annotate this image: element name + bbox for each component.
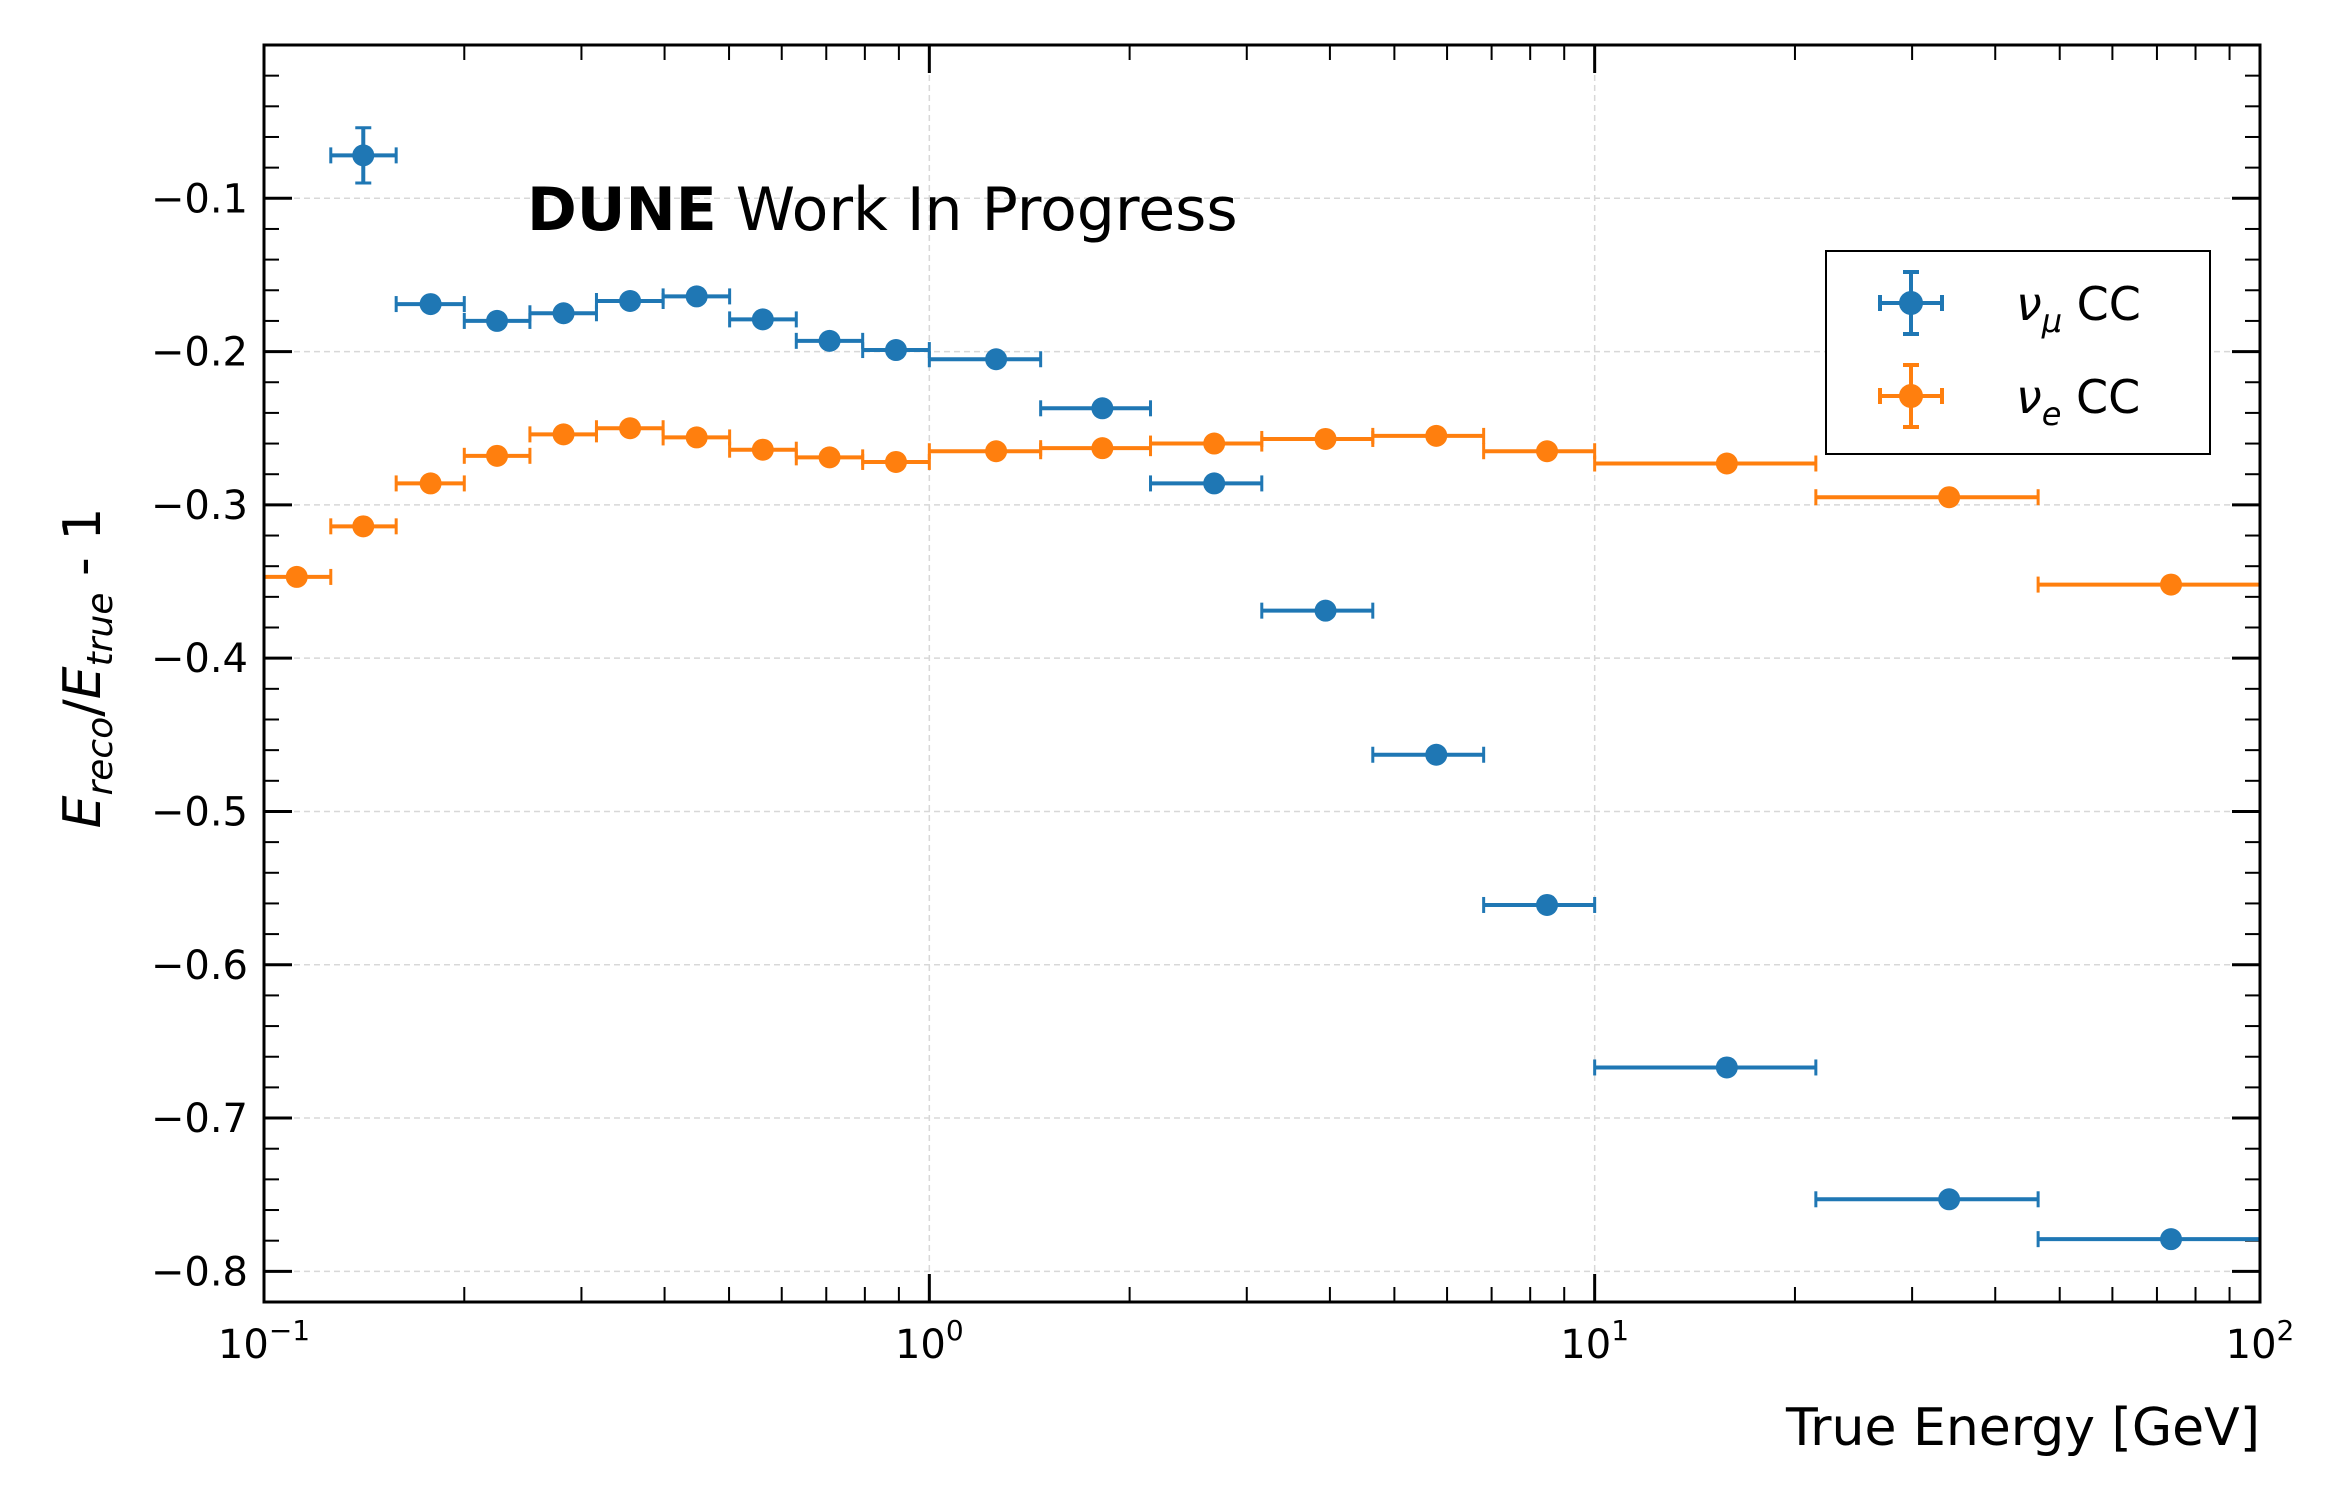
data-point bbox=[419, 293, 442, 316]
data-point bbox=[619, 289, 642, 312]
data-point bbox=[685, 285, 708, 308]
x-tick-label: 10−1 bbox=[218, 1314, 310, 1368]
legend-nue-sub: e bbox=[2042, 395, 2062, 433]
y-tick-label: −0.4 bbox=[151, 636, 248, 682]
y-axis-label: Ereco/Etrue - 1 bbox=[53, 508, 121, 829]
x-tick-label: 100 bbox=[895, 1314, 964, 1368]
legend-nue-label: νe CC bbox=[2016, 370, 2140, 433]
data-point bbox=[1715, 1056, 1738, 1079]
data-point bbox=[884, 450, 907, 473]
y-axis-label-e: E bbox=[53, 795, 113, 828]
data-point bbox=[818, 329, 841, 352]
ticks-layer: −0.1 −0.2 −0.3 −0.4 −0.5 −0.6 −0.7 −0.8 10−1 100 1… bbox=[151, 45, 2295, 1368]
data-point bbox=[2160, 573, 2183, 596]
data-point bbox=[552, 423, 575, 446]
data-point bbox=[1425, 743, 1448, 766]
y-tick-label: −0.5 bbox=[151, 789, 248, 835]
legend-numu-sub: μ bbox=[2041, 302, 2062, 340]
series-layer bbox=[262, 126, 2262, 1251]
plot-frame bbox=[262, 43, 2262, 1304]
data-point bbox=[1536, 893, 1559, 916]
x-tick-label: 102 bbox=[2226, 1314, 2295, 1368]
legend: νμ CC νe CC bbox=[1825, 250, 2211, 455]
watermark-normal: Work In Progress bbox=[717, 175, 1238, 245]
legend-entry-numu: νμ CC bbox=[1878, 270, 2141, 340]
data-point bbox=[1203, 472, 1226, 495]
legend-numu-label: νμ CC bbox=[2016, 277, 2141, 340]
watermark-bold: DUNE bbox=[527, 175, 717, 245]
data-point bbox=[884, 339, 907, 362]
series-nue bbox=[262, 417, 2262, 596]
data-point bbox=[1536, 440, 1559, 463]
data-point bbox=[285, 565, 308, 588]
data-point bbox=[1938, 1188, 1961, 1211]
data-point bbox=[2160, 1228, 2183, 1251]
y-tick-label: −0.1 bbox=[151, 176, 248, 222]
data-point bbox=[1091, 437, 1114, 460]
data-point bbox=[552, 302, 575, 325]
data-point bbox=[985, 440, 1008, 463]
y-axis-label-e2: E bbox=[53, 666, 113, 699]
legend-entry-nue: νe CC bbox=[1878, 363, 2140, 433]
legend-numu-marker bbox=[1899, 291, 1923, 315]
y-tick-label: −0.6 bbox=[151, 943, 248, 989]
legend-numu-symbol: ν bbox=[2016, 277, 2042, 331]
y-tick-label: −0.8 bbox=[151, 1249, 248, 1295]
data-point bbox=[419, 472, 442, 495]
data-point bbox=[1715, 452, 1738, 475]
x-tick-label: 101 bbox=[1560, 1314, 1629, 1368]
y-tick-label: −0.7 bbox=[151, 1096, 248, 1142]
data-point bbox=[1425, 424, 1448, 447]
data-point bbox=[486, 309, 509, 332]
data-point bbox=[985, 348, 1008, 371]
data-point bbox=[352, 515, 375, 538]
data-point bbox=[1203, 432, 1226, 455]
watermark: DUNE Work In Progress bbox=[527, 175, 1238, 245]
data-point bbox=[1314, 599, 1337, 622]
legend-box bbox=[1825, 250, 2211, 455]
y-axis-label-reco: reco bbox=[80, 717, 121, 796]
legend-nue-symbol: ν bbox=[2016, 370, 2042, 424]
data-point bbox=[751, 438, 774, 461]
data-point bbox=[1938, 486, 1961, 509]
data-point bbox=[685, 426, 708, 449]
data-point bbox=[818, 446, 841, 469]
data-point bbox=[1091, 397, 1114, 420]
y-axis-label-true: true bbox=[80, 592, 121, 666]
data-point bbox=[619, 417, 642, 440]
y-axis-label-tail: - 1 bbox=[53, 508, 113, 593]
y-axis-label-slash: / bbox=[53, 699, 113, 717]
y-tick-label: −0.2 bbox=[151, 330, 248, 376]
data-point bbox=[352, 144, 375, 167]
x-axis-label: True Energy [GeV] bbox=[1785, 1398, 2260, 1458]
series-numu bbox=[329, 126, 2262, 1251]
data-point bbox=[486, 444, 509, 467]
data-point bbox=[1314, 427, 1337, 450]
legend-nue-rest: CC bbox=[2061, 370, 2140, 424]
legend-numu-rest: CC bbox=[2062, 277, 2141, 331]
data-point bbox=[751, 308, 774, 331]
legend-nue-marker bbox=[1899, 384, 1923, 408]
y-tick-label: −0.3 bbox=[151, 483, 248, 529]
